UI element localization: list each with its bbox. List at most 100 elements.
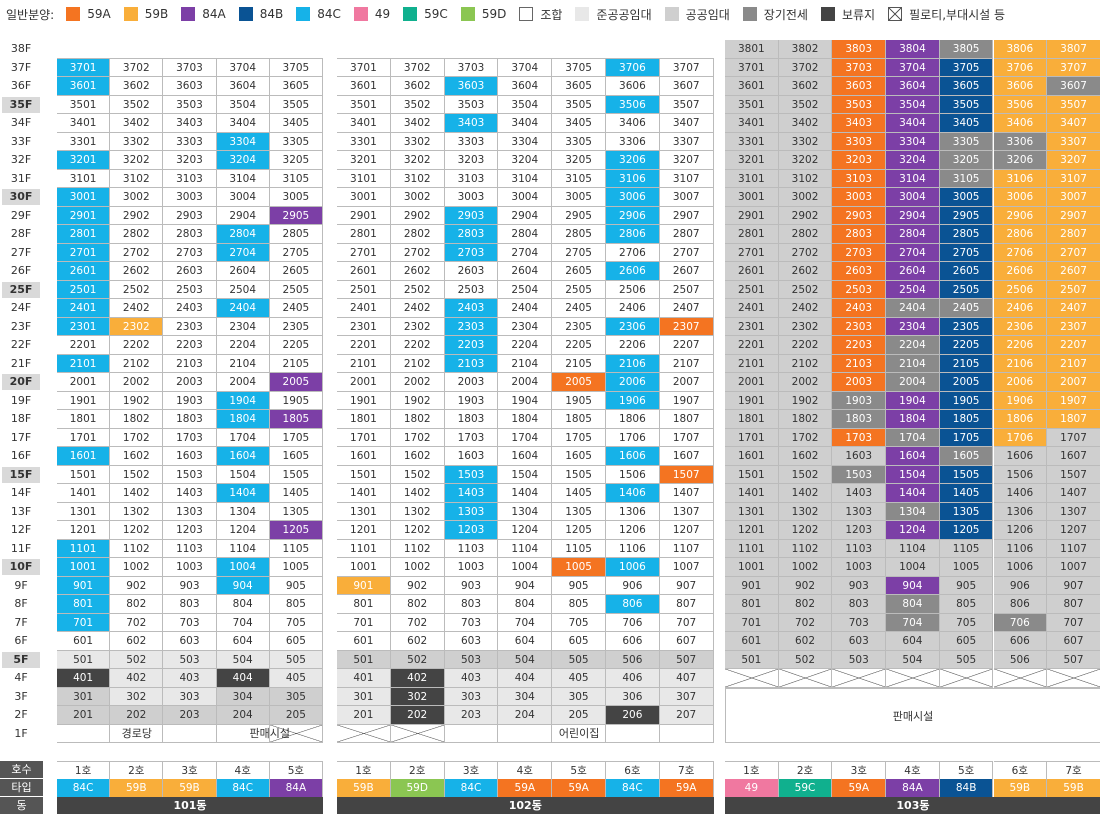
dong-label: 103동 xyxy=(725,797,1100,814)
unit-cell: 3807 xyxy=(1047,40,1100,59)
unit-cell: 3705 xyxy=(269,58,323,77)
unit-cell: 3803 xyxy=(832,40,887,59)
unit-type: 84C xyxy=(606,779,660,797)
unit-cell: 501 xyxy=(725,650,779,669)
unit-cell: 2702 xyxy=(778,243,833,262)
unit-cell: 207 xyxy=(659,706,714,725)
unit-cell: 2505 xyxy=(269,280,323,299)
unit-cell: 3602 xyxy=(778,77,833,96)
unit-cell: 1901 xyxy=(725,391,779,410)
unit-cell: 1402 xyxy=(390,484,445,503)
unit-cell: 1602 xyxy=(778,447,833,466)
unit-cell: 604 xyxy=(886,632,940,651)
unit-cell: 502 xyxy=(110,650,164,669)
unit-cell: 206 xyxy=(606,706,660,725)
unit-cell: 3404 xyxy=(498,114,553,133)
legend-swatch xyxy=(742,7,757,21)
unit-cell: 2001 xyxy=(725,373,779,392)
legend-label: 59C xyxy=(424,7,448,21)
unit-cell: 1607 xyxy=(659,447,714,466)
unit-cell: 3007 xyxy=(1047,188,1100,207)
unit-cell: 2201 xyxy=(57,336,111,355)
unit-cell: 3604 xyxy=(886,77,940,96)
unit-cell: 806 xyxy=(993,595,1048,614)
unit-cell: 1502 xyxy=(390,465,445,484)
unit-cell: 2604 xyxy=(498,262,553,281)
unit-cell: 2201 xyxy=(337,336,391,355)
unit-cell: 502 xyxy=(390,650,445,669)
unit-cell: 1303 xyxy=(163,502,217,521)
floor-label: 9F xyxy=(14,578,28,592)
unit-cell: 2606 xyxy=(606,262,660,281)
unit-cell: 1505 xyxy=(269,465,323,484)
pilotis-cell xyxy=(886,669,940,688)
floor-label: 1F xyxy=(14,726,28,740)
facility-label: 경로당 xyxy=(121,726,152,740)
unit-cell: 304 xyxy=(498,687,553,706)
unit-cell: 905 xyxy=(552,576,606,595)
unit-cell: 3603 xyxy=(444,77,499,96)
unit-cell: 1907 xyxy=(1047,391,1100,410)
legend-swatch xyxy=(353,7,368,21)
unit-cell: 3101 xyxy=(57,169,111,188)
unit-cell: 204 xyxy=(498,706,553,725)
unit-cell: 3304 xyxy=(886,132,940,151)
unit-cell: 504 xyxy=(886,650,940,669)
unit-cell: 3003 xyxy=(163,188,217,207)
unit-cell: 1106 xyxy=(993,539,1048,558)
unit-cell: 2304 xyxy=(498,317,553,336)
unit-cell: 504 xyxy=(498,650,553,669)
unit-cell: 1607 xyxy=(1047,447,1100,466)
unit-cell: 501 xyxy=(337,650,391,669)
unit-type: 84A xyxy=(886,779,940,797)
unit-cell: 807 xyxy=(1047,595,1100,614)
unit-cell: 1906 xyxy=(606,391,660,410)
unit-type: 84C xyxy=(444,779,499,797)
legend-label: 59D xyxy=(481,7,507,21)
unit-cell: 1306 xyxy=(606,502,660,521)
unit-cell: 406 xyxy=(606,669,660,688)
unit-cell: 603 xyxy=(832,632,887,651)
unit-cell: 3205 xyxy=(552,151,606,170)
row-head-type: 타입 xyxy=(0,779,43,796)
unit-cell: 3702 xyxy=(778,58,833,77)
unit-cell: 1205 xyxy=(939,521,994,540)
legend-label: 준공공임대 xyxy=(596,7,652,22)
unit-cell: 1401 xyxy=(337,484,391,503)
unit-cell: 2902 xyxy=(390,206,445,225)
unit-cell: 2203 xyxy=(444,336,499,355)
unit-cell: 3204 xyxy=(216,151,270,170)
unit-cell: 203 xyxy=(444,706,499,725)
unit-cell: 3105 xyxy=(552,169,606,188)
unit-cell: 3705 xyxy=(552,58,606,77)
unit-cell: 2703 xyxy=(163,243,217,262)
unit-cell: 2005 xyxy=(939,373,994,392)
unit-cell: 3301 xyxy=(57,132,111,151)
unit-cell: 2103 xyxy=(832,354,887,373)
unit-cell: 2202 xyxy=(778,336,833,355)
unit-cell: 3207 xyxy=(1047,151,1100,170)
unit-cell: 2405 xyxy=(939,299,994,318)
unit-cell: 3103 xyxy=(444,169,499,188)
unit-cell: 3104 xyxy=(216,169,270,188)
unit-cell: 903 xyxy=(444,576,499,595)
unit-cell: 3606 xyxy=(993,77,1048,96)
unit-cell: 2607 xyxy=(1047,262,1100,281)
legend-swatch xyxy=(820,7,835,21)
unit-cell: 1004 xyxy=(498,558,553,577)
unit-cell: 1803 xyxy=(444,410,499,429)
unit-cell: 802 xyxy=(390,595,445,614)
floor-label: 12F xyxy=(10,523,32,536)
unit-cell: 1305 xyxy=(552,502,606,521)
unit-cell: 1202 xyxy=(110,521,164,540)
unit-cell: 1603 xyxy=(163,447,217,466)
floor-label: 34F xyxy=(10,116,32,129)
unit-cell: 3306 xyxy=(993,132,1048,151)
unit-cell: 3107 xyxy=(1047,169,1100,188)
unit-cell: 1105 xyxy=(552,539,606,558)
unit-cell: 1907 xyxy=(659,391,714,410)
unit-cell: 805 xyxy=(939,595,994,614)
unit-cell: 804 xyxy=(216,595,270,614)
unit-cell: 1505 xyxy=(552,465,606,484)
unit-cell: 2505 xyxy=(552,280,606,299)
